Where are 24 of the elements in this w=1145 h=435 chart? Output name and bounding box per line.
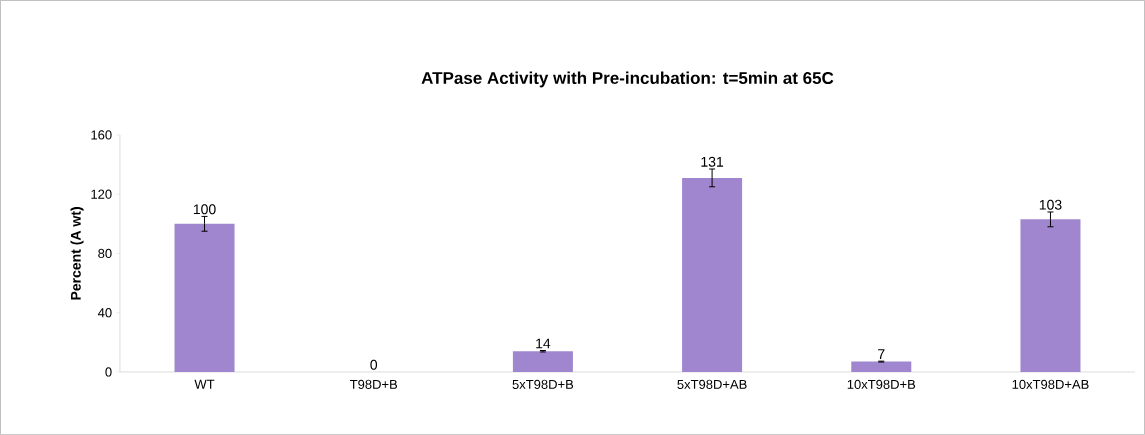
x-tick-label: 10xT98D+AB — [1012, 379, 1089, 390]
data-label: 100 — [193, 204, 216, 215]
bar — [682, 177, 743, 373]
x-tick-label: 10xT98D+B — [847, 379, 916, 390]
data-label: 131 — [701, 156, 724, 167]
y-axis-title: Percent (A wt) — [70, 207, 84, 300]
x-tick-label: 5xT98D+B — [512, 379, 574, 390]
y-tick-label: 120 — [91, 189, 112, 199]
chart-title: ATPase Activity with Pre-incubation: t=5min at 65C — [421, 71, 834, 88]
x-tick-label: WT — [194, 379, 215, 389]
data-label: 7 — [878, 349, 885, 360]
y-tick-label: 160 — [91, 130, 112, 140]
bar — [851, 361, 912, 373]
x-tick-label: 5xT98D+AB — [677, 379, 747, 390]
y-tick-label: 80 — [98, 248, 112, 259]
y-tick-label: 0 — [105, 367, 112, 377]
data-label: 0 — [370, 359, 378, 370]
bar — [512, 351, 573, 373]
y-tick-label: 40 — [97, 308, 112, 318]
x-tick-label: T98D+B — [349, 379, 398, 390]
bar — [174, 223, 235, 373]
bar — [1020, 219, 1081, 373]
data-label: 103 — [1039, 199, 1062, 210]
data-label: 14 — [536, 338, 551, 349]
